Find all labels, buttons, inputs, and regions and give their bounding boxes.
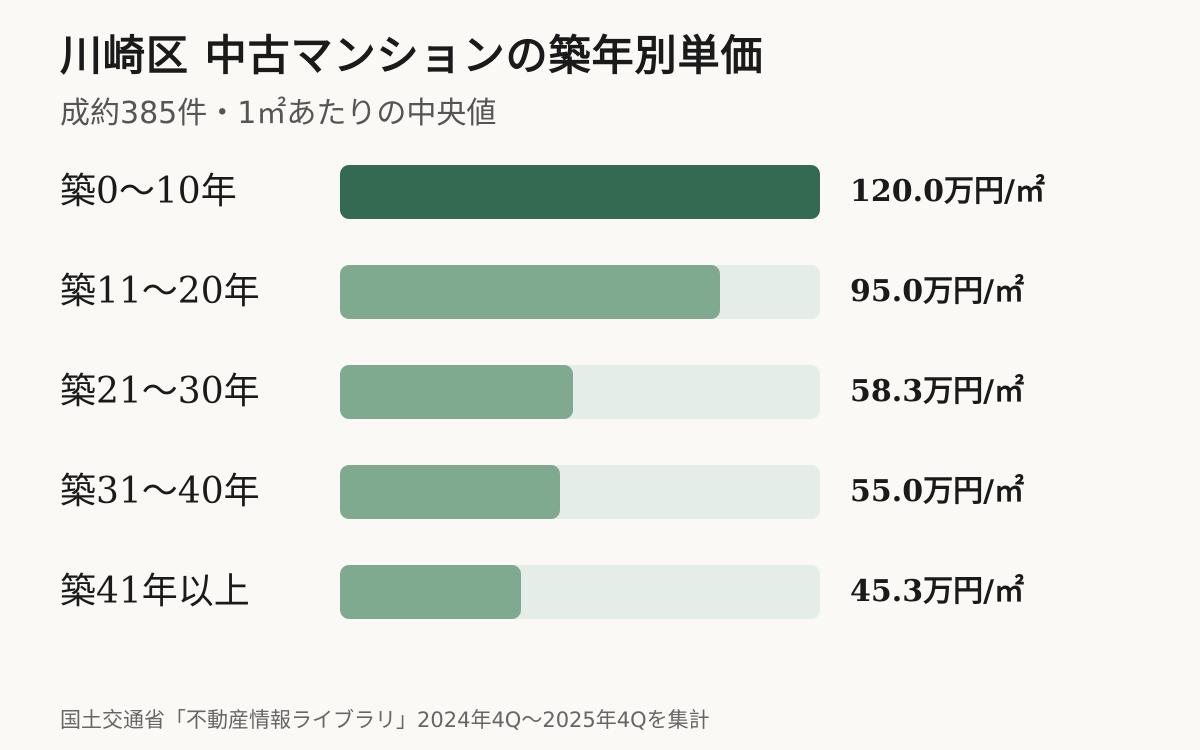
bar-row: 築21～30年 58.3万円/㎡	[0, 365, 1200, 419]
bar-track	[340, 465, 820, 519]
category-label: 築31～40年	[60, 471, 260, 512]
bar-row: 築0～10年 120.0万円/㎡	[0, 165, 1200, 219]
chart-subtitle: 成約385件・1㎡あたりの中央値	[60, 96, 497, 131]
bar	[340, 265, 720, 319]
bar-track	[340, 365, 820, 419]
value-label: 45.3万円/㎡	[850, 574, 1025, 609]
bar-row: 築41年以上 45.3万円/㎡	[0, 565, 1200, 619]
source-note: 国土交通省「不動産情報ライブラリ」2024年4Q～2025年4Qを集計	[60, 708, 710, 732]
category-label: 築0～10年	[60, 171, 237, 212]
bar	[340, 465, 560, 519]
bar	[340, 365, 573, 419]
bar-track	[340, 565, 820, 619]
value-label: 55.0万円/㎡	[850, 474, 1025, 509]
bar	[340, 165, 820, 219]
value-label: 58.3万円/㎡	[850, 374, 1025, 409]
category-label: 築41年以上	[60, 571, 250, 612]
category-label: 築11～20年	[60, 271, 260, 312]
chart-title: 川崎区 中古マンションの築年別単価	[60, 31, 764, 80]
category-label: 築21～30年	[60, 371, 260, 412]
bar-row: 築31～40年 55.0万円/㎡	[0, 465, 1200, 519]
bar-row: 築11～20年 95.0万円/㎡	[0, 265, 1200, 319]
value-label: 120.0万円/㎡	[850, 174, 1045, 209]
bar	[340, 565, 521, 619]
value-label: 95.0万円/㎡	[850, 274, 1025, 309]
bar-track	[340, 265, 820, 319]
bar-track	[340, 165, 820, 219]
